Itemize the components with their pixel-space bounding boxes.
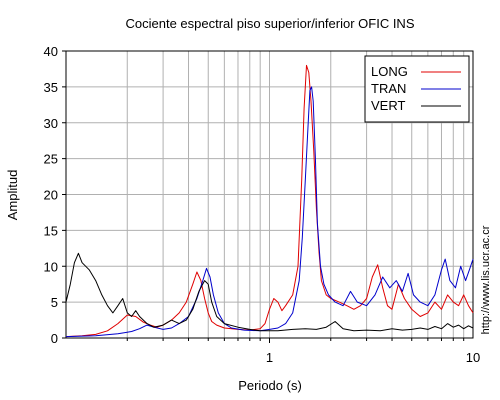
- axis-ticks: 0 5 10 15 20 25 30 35 40 1 10: [44, 44, 481, 365]
- y-tick-label: 30: [44, 116, 58, 131]
- x-tick-label: 10: [466, 350, 480, 365]
- grid: [66, 51, 473, 338]
- legend-label-vert: VERT: [371, 98, 405, 113]
- series-line-tran: [65, 86, 474, 338]
- legend: LONG TRAN VERT: [364, 55, 470, 123]
- side-url-label: http://www.lis.ucr.ac.cr: [480, 225, 492, 334]
- series-lines: [65, 64, 474, 338]
- y-tick-label: 5: [51, 295, 58, 310]
- x-axis-label: Periodo (s): [238, 378, 302, 393]
- x-tick-label: 1: [266, 350, 273, 365]
- legend-label-long: LONG: [371, 64, 408, 79]
- y-tick-label: 15: [44, 223, 58, 238]
- y-tick-label: 0: [51, 331, 58, 346]
- series-line-vert: [65, 252, 474, 332]
- legend-label-tran: TRAN: [371, 81, 406, 96]
- y-tick-label: 25: [44, 152, 58, 167]
- y-tick-label: 35: [44, 80, 58, 95]
- y-tick-label: 20: [44, 188, 58, 203]
- y-tick-label: 10: [44, 259, 58, 274]
- y-tick-label: 40: [44, 44, 58, 59]
- y-axis-label: Amplitud: [5, 170, 20, 221]
- chart-title: Cociente espectral piso superior/inferio…: [125, 16, 414, 31]
